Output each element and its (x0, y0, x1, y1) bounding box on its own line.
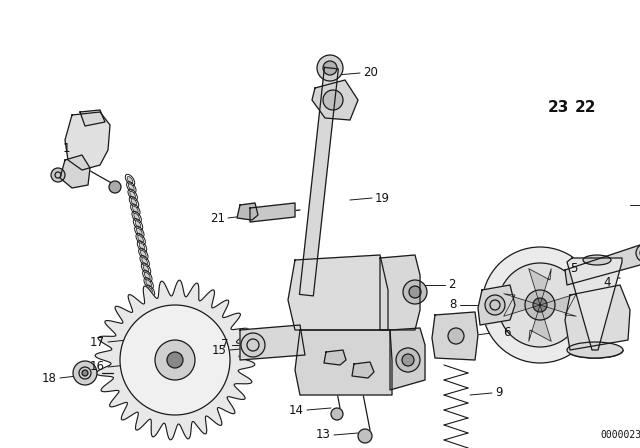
Circle shape (155, 340, 195, 380)
Text: 1: 1 (63, 142, 70, 155)
Circle shape (402, 354, 414, 366)
Circle shape (533, 298, 547, 312)
Ellipse shape (143, 265, 149, 272)
Polygon shape (352, 362, 374, 378)
Circle shape (482, 247, 598, 363)
Text: 7: 7 (221, 339, 229, 352)
Polygon shape (380, 255, 420, 330)
Circle shape (109, 181, 121, 193)
Text: 5: 5 (570, 262, 577, 275)
Polygon shape (565, 285, 630, 350)
Ellipse shape (141, 250, 146, 257)
Polygon shape (250, 203, 295, 222)
Text: 21: 21 (210, 211, 225, 224)
Circle shape (323, 90, 343, 110)
Text: 16: 16 (90, 361, 105, 374)
Text: 18: 18 (42, 371, 57, 384)
Polygon shape (80, 110, 105, 126)
Circle shape (636, 244, 640, 262)
Ellipse shape (131, 198, 137, 206)
Polygon shape (540, 294, 576, 316)
Polygon shape (567, 258, 622, 350)
Polygon shape (95, 280, 255, 440)
Text: 00000234: 00000234 (600, 430, 640, 440)
Text: 23: 23 (548, 100, 570, 116)
Circle shape (252, 334, 274, 356)
Polygon shape (60, 155, 90, 188)
Ellipse shape (138, 236, 143, 242)
Text: 2: 2 (448, 279, 456, 292)
Polygon shape (288, 255, 388, 330)
Ellipse shape (152, 317, 158, 324)
Ellipse shape (139, 243, 145, 250)
Polygon shape (295, 330, 392, 395)
Circle shape (448, 328, 464, 344)
Ellipse shape (136, 228, 142, 235)
Circle shape (403, 280, 427, 304)
Ellipse shape (567, 342, 623, 358)
Polygon shape (240, 325, 305, 360)
Polygon shape (529, 305, 551, 341)
Ellipse shape (127, 177, 133, 184)
Text: 6: 6 (503, 326, 511, 339)
Ellipse shape (135, 221, 141, 228)
Ellipse shape (147, 287, 153, 294)
Text: 22: 22 (575, 100, 596, 116)
Polygon shape (312, 80, 358, 120)
Circle shape (317, 55, 343, 81)
Polygon shape (65, 112, 110, 170)
Ellipse shape (583, 255, 611, 265)
Text: 14: 14 (289, 404, 304, 417)
Ellipse shape (148, 295, 154, 302)
Circle shape (323, 61, 337, 75)
Ellipse shape (151, 310, 157, 316)
Ellipse shape (150, 302, 156, 309)
Circle shape (120, 305, 230, 415)
Text: 15: 15 (212, 344, 227, 357)
Circle shape (73, 361, 97, 385)
Ellipse shape (145, 272, 150, 280)
Text: 20: 20 (363, 66, 378, 79)
Circle shape (82, 370, 88, 376)
Text: 19: 19 (375, 191, 390, 204)
Circle shape (396, 348, 420, 372)
Circle shape (498, 263, 582, 347)
Text: 4: 4 (603, 276, 611, 289)
Circle shape (331, 408, 343, 420)
Circle shape (485, 295, 505, 315)
Polygon shape (390, 328, 425, 390)
Polygon shape (478, 285, 515, 325)
Polygon shape (529, 269, 551, 305)
Text: 17: 17 (90, 336, 105, 349)
Text: 13: 13 (316, 428, 331, 441)
Circle shape (167, 352, 183, 368)
Polygon shape (504, 294, 540, 316)
Circle shape (51, 168, 65, 182)
Circle shape (525, 290, 555, 320)
Text: 9: 9 (495, 387, 502, 400)
Text: 8: 8 (450, 298, 457, 311)
Circle shape (409, 286, 421, 298)
Ellipse shape (154, 324, 159, 331)
Polygon shape (324, 350, 346, 365)
Ellipse shape (142, 258, 147, 265)
Ellipse shape (134, 213, 140, 220)
Ellipse shape (155, 332, 161, 339)
Ellipse shape (146, 280, 152, 287)
Polygon shape (432, 312, 478, 360)
Polygon shape (565, 245, 640, 285)
Circle shape (358, 429, 372, 443)
Polygon shape (237, 203, 258, 220)
Ellipse shape (130, 191, 136, 198)
Ellipse shape (132, 206, 138, 213)
Ellipse shape (129, 184, 134, 191)
Circle shape (241, 333, 265, 357)
Polygon shape (300, 67, 339, 296)
